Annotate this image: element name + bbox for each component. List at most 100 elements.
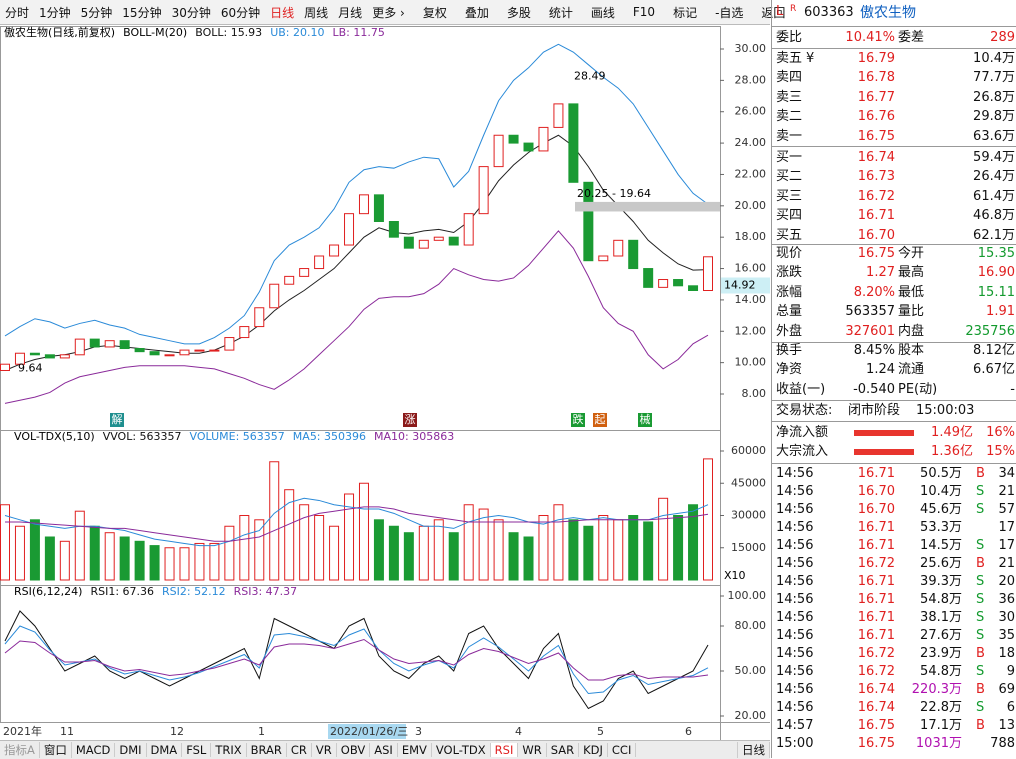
book-volume: 62.1万 — [973, 227, 1015, 243]
date-label: 12 — [170, 725, 184, 738]
candle — [388, 221, 399, 238]
candle — [463, 213, 474, 246]
indicator-tab[interactable]: MACD — [72, 743, 116, 757]
volume-bar — [134, 540, 145, 581]
date-label: 2022/01/26/三 — [330, 725, 408, 738]
candle — [688, 285, 699, 291]
action-button[interactable]: 画线 — [590, 5, 615, 20]
period-button[interactable]: 30分钟 — [171, 5, 211, 20]
stat-value: 235756 — [965, 323, 1015, 339]
indicator-tab[interactable]: VOL-TDX — [432, 743, 491, 757]
indicator-tab[interactable]: DMI — [115, 743, 147, 757]
stat-value: 16.90 — [977, 265, 1015, 281]
divider — [772, 244, 1016, 245]
period-button[interactable]: 日线 — [270, 5, 295, 20]
period-button[interactable]: 周线 — [304, 5, 329, 20]
tick-time: 14:56 — [776, 682, 814, 697]
tick-count: 36 — [998, 592, 1015, 607]
book-price: 16.71 — [857, 208, 895, 224]
flow-percent: 16% — [986, 425, 1015, 440]
value: 289 — [990, 30, 1015, 45]
tick-side: B — [976, 646, 985, 661]
period-button[interactable]: 月线 — [338, 5, 363, 20]
boll-upper — [4, 43, 709, 345]
indicator-tab[interactable]: TRIX — [211, 743, 247, 757]
tick-side: S — [976, 664, 985, 679]
tick-volume: 220.3万 — [911, 682, 962, 697]
event-label: 解 — [112, 412, 123, 426]
stat-label: 换手 — [776, 343, 803, 358]
period-button[interactable]: 分时 — [5, 5, 30, 20]
tick-count: 17 — [998, 538, 1015, 553]
tick-price: 16.71 — [857, 592, 895, 607]
stat-label: 量比 — [898, 304, 925, 320]
y-tick-label: 24.00 — [735, 136, 767, 149]
volume-bar — [254, 519, 265, 581]
indicator-tab[interactable]: FSL — [182, 743, 212, 757]
rsi-line — [4, 638, 709, 681]
indicator-tab[interactable]: RSI — [490, 743, 519, 757]
tick-side: S — [976, 484, 985, 499]
tick-time: 14:56 — [776, 664, 814, 679]
period-button[interactable]: 5分钟 — [80, 5, 113, 20]
event-marker — [593, 413, 607, 427]
candle — [403, 236, 414, 249]
action-button[interactable]: 多股 — [506, 5, 531, 20]
tick-side: S — [976, 592, 985, 607]
event-label: 械 — [640, 412, 651, 426]
period-button[interactable]: 60分钟 — [220, 5, 261, 20]
tick-count: 21 — [998, 484, 1015, 499]
stat-value: 6.67亿 — [973, 362, 1015, 378]
candle — [643, 268, 654, 288]
book-label: 卖一 — [776, 128, 803, 144]
book-volume: 29.8万 — [973, 109, 1015, 125]
tick-time: 14:56 — [776, 610, 814, 625]
y-tick-label: 8.00 — [742, 387, 767, 400]
low-label: 9.64 — [18, 361, 43, 374]
action-button[interactable]: 复权 — [422, 5, 447, 20]
indicator-tab[interactable]: OBV — [337, 743, 371, 757]
volume-bar — [673, 515, 684, 581]
tick-volume: 1031万 — [915, 736, 962, 751]
action-button[interactable]: 统计 — [548, 5, 573, 20]
indicator-tab[interactable]: KDJ — [579, 743, 608, 757]
action-button[interactable]: 返回 — [761, 5, 786, 20]
book-volume: 63.6万 — [973, 128, 1015, 144]
period-button[interactable]: 15分钟 — [122, 5, 162, 20]
event-label: 跌 — [573, 412, 584, 426]
stat-label: 收益(一) — [776, 381, 826, 397]
volume-bar — [299, 504, 310, 581]
period-button[interactable]: 更多 › — [372, 5, 405, 20]
indicator-tab[interactable]: VR — [312, 743, 337, 757]
indicator-tab[interactable]: CCI — [608, 743, 637, 757]
stat-label: 总量 — [776, 304, 803, 320]
candle — [373, 194, 384, 223]
event-marker — [110, 413, 124, 427]
indicator-tab[interactable]: CR — [287, 743, 312, 757]
indicator-tab[interactable]: SAR — [547, 743, 580, 757]
action-button[interactable]: 标记 — [673, 5, 698, 20]
indicator-tab[interactable]: 日线 — [737, 742, 770, 758]
event-marker — [571, 413, 585, 427]
stat-value: 15.35 — [977, 246, 1015, 261]
indicator-tab[interactable]: 窗口 — [40, 742, 72, 758]
status-phase: 闭市阶段 — [848, 403, 901, 418]
indicator-tab[interactable]: EMV — [398, 743, 432, 757]
period-button[interactable]: 1分钟 — [39, 5, 71, 20]
stat-value: 327601 — [845, 323, 895, 339]
action-button[interactable]: F10 — [632, 5, 656, 19]
candle — [628, 239, 639, 270]
indicator-tab[interactable]: WR — [518, 743, 547, 757]
indicator-tab[interactable]: BRAR — [247, 743, 287, 757]
action-button[interactable]: 叠加 — [464, 5, 489, 20]
action-button[interactable]: -自选 — [715, 5, 744, 20]
tick-count: 69 — [998, 682, 1015, 697]
tick-count: 788 — [990, 736, 1015, 751]
divider — [772, 341, 1016, 343]
indicator-tab[interactable]: 指标A — [0, 742, 40, 758]
volume-bar — [14, 525, 25, 581]
candle — [239, 326, 250, 339]
indicator-tab[interactable]: DMA — [147, 743, 183, 757]
y-tick-label: 16.00 — [735, 262, 767, 275]
indicator-tab[interactable]: ASI — [370, 743, 398, 757]
